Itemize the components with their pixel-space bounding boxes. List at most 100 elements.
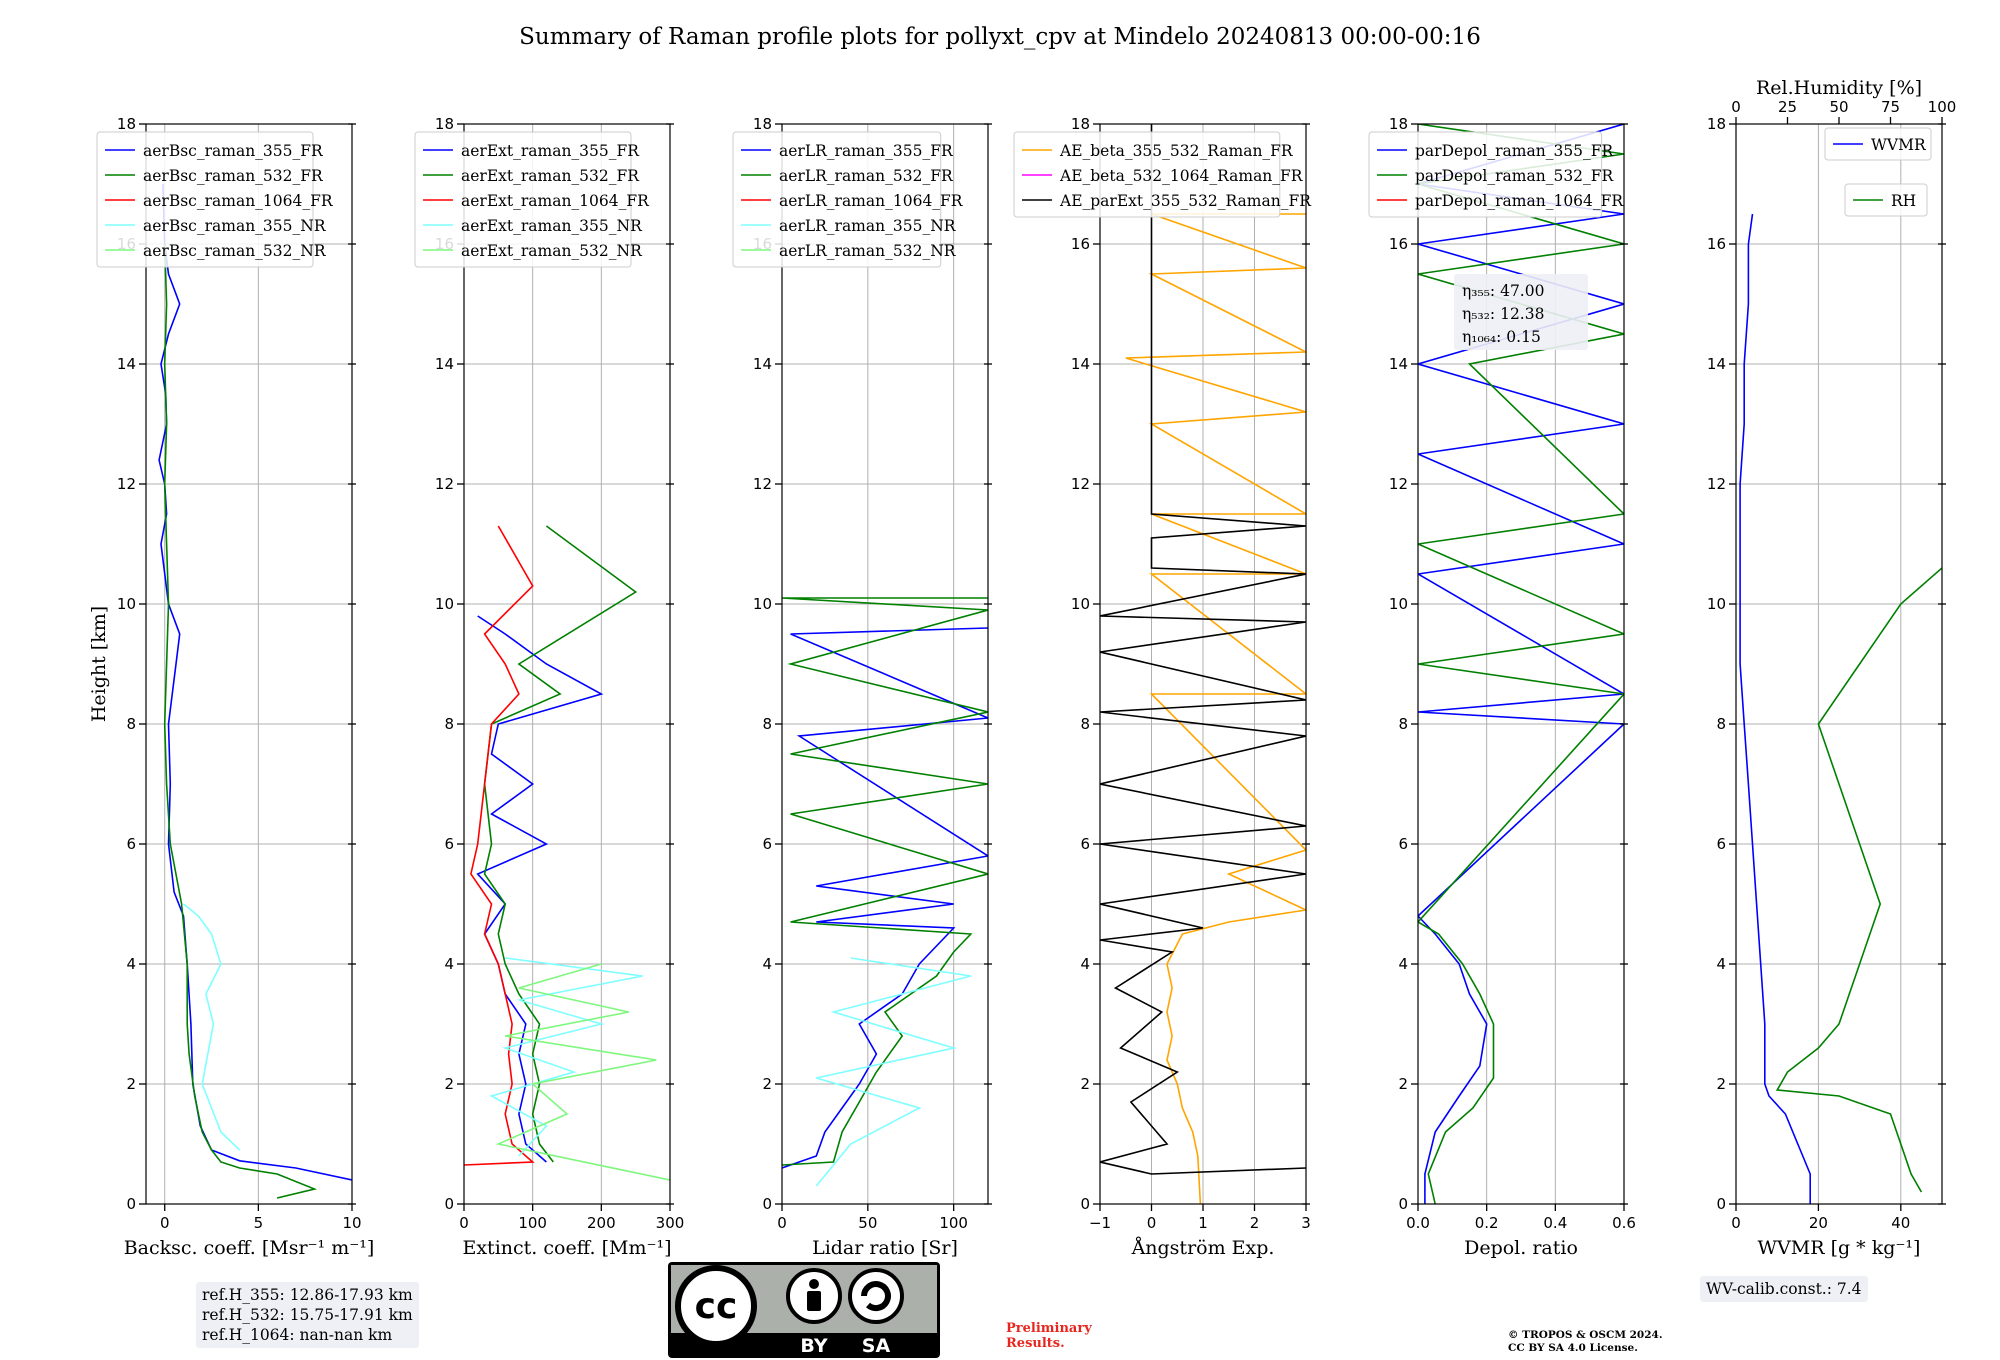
cc-logo-icon: [675, 1265, 757, 1347]
legend: aerExt_raman_355_FR aerExt_raman_532_FRae…: [414, 131, 650, 268]
y-tick-label: 6: [1080, 835, 1090, 853]
legend-box: [732, 131, 942, 268]
cc-sa-label: SA: [862, 1335, 891, 1357]
series-line-aerExt_raman_532_NR: [495, 963, 670, 1181]
y-tick-label: 18: [1707, 115, 1726, 133]
legend: aerBsc_raman_355_FR aerBsc_raman_532_FRae…: [96, 131, 334, 268]
x-axis-label: Lidar ratio [Sr]: [812, 1237, 958, 1259]
plot-frame: [1735, 123, 1943, 1205]
eta-box: η₃₅₅: 47.00 η₅₃₂: 12.38 η₁₀₆₄: 0.15: [1454, 274, 1588, 350]
legend-wvmr: WVMR: [1824, 127, 1932, 161]
ref-height-532: ref.H_532: 15.75-17.91 km: [202, 1306, 413, 1324]
y-tick-label: 0: [444, 1195, 454, 1213]
legend-label-aerExt_raman_532_FR: aerExt_raman_532_FR: [461, 167, 640, 185]
preliminary-note: Preliminary Results.: [1006, 1321, 1092, 1351]
legend-label-aerBsc_raman_355_FR: aerBsc_raman_355_FR: [143, 142, 324, 160]
top-x-tick-label: 50: [1829, 98, 1848, 116]
legend-label-AE_beta_532_1064_Raman_FR: AE_beta_532_1064_Raman_FR: [1059, 167, 1304, 185]
y-tick-label: 2: [126, 1075, 136, 1093]
x-tick-label: 0: [777, 1214, 787, 1232]
y-tick-label: 6: [444, 835, 454, 853]
series-line-aerExt_raman_1064_FR: [464, 525, 535, 1166]
y-tick-label: 8: [444, 715, 454, 733]
eta-label: η₃₅₅: 47.00: [1462, 282, 1544, 300]
y-tick-label: 16: [1707, 235, 1726, 253]
series-line-aerExt_raman_355_FR: [476, 615, 604, 1163]
y-tick-label: 4: [444, 955, 454, 973]
y-tick-label: 2: [1716, 1075, 1726, 1093]
y-axis-label: Height [km]: [88, 606, 110, 722]
y-tick-label: 8: [1080, 715, 1090, 733]
y-tick-label: 12: [1071, 475, 1090, 493]
attribution-body: [807, 1291, 821, 1311]
y-tick-label: 0: [1716, 1195, 1726, 1213]
y-tick-label: 18: [753, 115, 772, 133]
y-tick-label: 0: [762, 1195, 772, 1213]
x-tick-label: 200: [587, 1214, 616, 1232]
y-tick-label: 10: [1071, 595, 1090, 613]
y-tick-label: 10: [753, 595, 772, 613]
y-tick-label: 6: [762, 835, 772, 853]
y-tick-label: 6: [1398, 835, 1408, 853]
series-line-WVMR: [1739, 213, 1811, 1204]
y-tick-label: 0: [1080, 1195, 1090, 1213]
legend-label-parDepol_raman_355_FR: parDepol_raman_355_FR: [1415, 142, 1615, 160]
series-line-aerLR_raman_355_NR: [815, 957, 972, 1187]
copyright-line-1: © TROPOS & OSCM 2024.: [1508, 1329, 1663, 1341]
legend: AE_beta_355_532_Raman_FR AE_beta_532_1064…: [1013, 131, 1312, 218]
legend-label-aerBsc_raman_532_NR: aerBsc_raman_532_NR: [143, 242, 327, 260]
legend-label-AE_beta_355_532_Raman_FR: AE_beta_355_532_Raman_FR: [1059, 142, 1294, 160]
legend-label-aerBsc_raman_1064_FR: aerBsc_raman_1064_FR: [143, 192, 334, 210]
legend-label-aerLR_raman_532_NR: aerLR_raman_532_NR: [779, 242, 957, 260]
x-tick-label: 0: [1147, 1214, 1157, 1232]
y-tick-label: 18: [117, 115, 136, 133]
y-tick-label: 14: [753, 355, 772, 373]
panel-wv: 0 2 4 6 8 10 12 14 16 18 0 20 40 WVMR [g * kg⁻¹] 0 25 50…: [1707, 77, 1956, 1259]
y-tick-label: 2: [762, 1075, 772, 1093]
cc-license-badge: cc BY SA: [668, 1262, 940, 1358]
share-alike-icon: [848, 1268, 904, 1324]
top-axis-label: Rel.Humidity [%]: [1756, 77, 1922, 99]
series-line-aerLR_raman_532_FR: [782, 597, 988, 1166]
cc-logo-text: cc: [695, 1286, 738, 1327]
legend-label-aerLR_raman_355_NR: aerLR_raman_355_NR: [779, 217, 957, 235]
y-tick-label: 8: [126, 715, 136, 733]
y-tick-label: 12: [1707, 475, 1726, 493]
attribution-head: [809, 1279, 819, 1289]
x-tick-label: 10: [342, 1214, 361, 1232]
copyright-note: © TROPOS & OSCM 2024. CC BY SA 4.0 Licen…: [1508, 1329, 1663, 1355]
series-line-aerBsc_raman_532_FR: [163, 243, 318, 1199]
legend-box: [1824, 127, 1932, 161]
y-tick-label: 2: [1398, 1075, 1408, 1093]
plot-frame: [781, 123, 989, 1205]
y-tick-label: 14: [1071, 355, 1090, 373]
x-tick-label: 20: [1809, 1214, 1828, 1232]
preliminary-line-1: Preliminary: [1006, 1321, 1092, 1336]
y-tick-label: 4: [762, 955, 772, 973]
legend-label-aerBsc_raman_532_FR: aerBsc_raman_532_FR: [143, 167, 324, 185]
legend-label-aerLR_raman_532_FR: aerLR_raman_532_FR: [779, 167, 954, 185]
x-tick-label: 0: [160, 1214, 170, 1232]
y-tick-label: 18: [435, 115, 454, 133]
legend: parDepol_raman_355_FR parDepol_raman_532_…: [1368, 131, 1624, 218]
top-x-tick-label: 0: [1731, 98, 1741, 116]
legend-box: [1844, 183, 1928, 217]
x-tick-label: 300: [656, 1214, 685, 1232]
y-tick-label: 14: [117, 355, 136, 373]
x-axis-label: Ångström Exp.: [1131, 1237, 1275, 1259]
x-tick-label: 0.2: [1475, 1214, 1499, 1232]
legend-rh: RH: [1844, 183, 1928, 217]
y-tick-label: 12: [435, 475, 454, 493]
legend-box: [96, 131, 314, 268]
y-tick-label: 18: [1071, 115, 1090, 133]
legend-box: [1013, 131, 1281, 218]
y-tick-label: 10: [117, 595, 136, 613]
y-tick-label: 6: [126, 835, 136, 853]
copyright-line-2: CC BY SA 4.0 License.: [1508, 1342, 1638, 1354]
x-tick-label: 3: [1301, 1214, 1311, 1232]
ref-height-1064: ref.H_1064: nan-nan km: [202, 1326, 393, 1344]
y-tick-label: 14: [1389, 355, 1408, 373]
eta-box-bg: [1454, 274, 1588, 350]
legend-label-aerLR_raman_1064_FR: aerLR_raman_1064_FR: [779, 192, 964, 210]
